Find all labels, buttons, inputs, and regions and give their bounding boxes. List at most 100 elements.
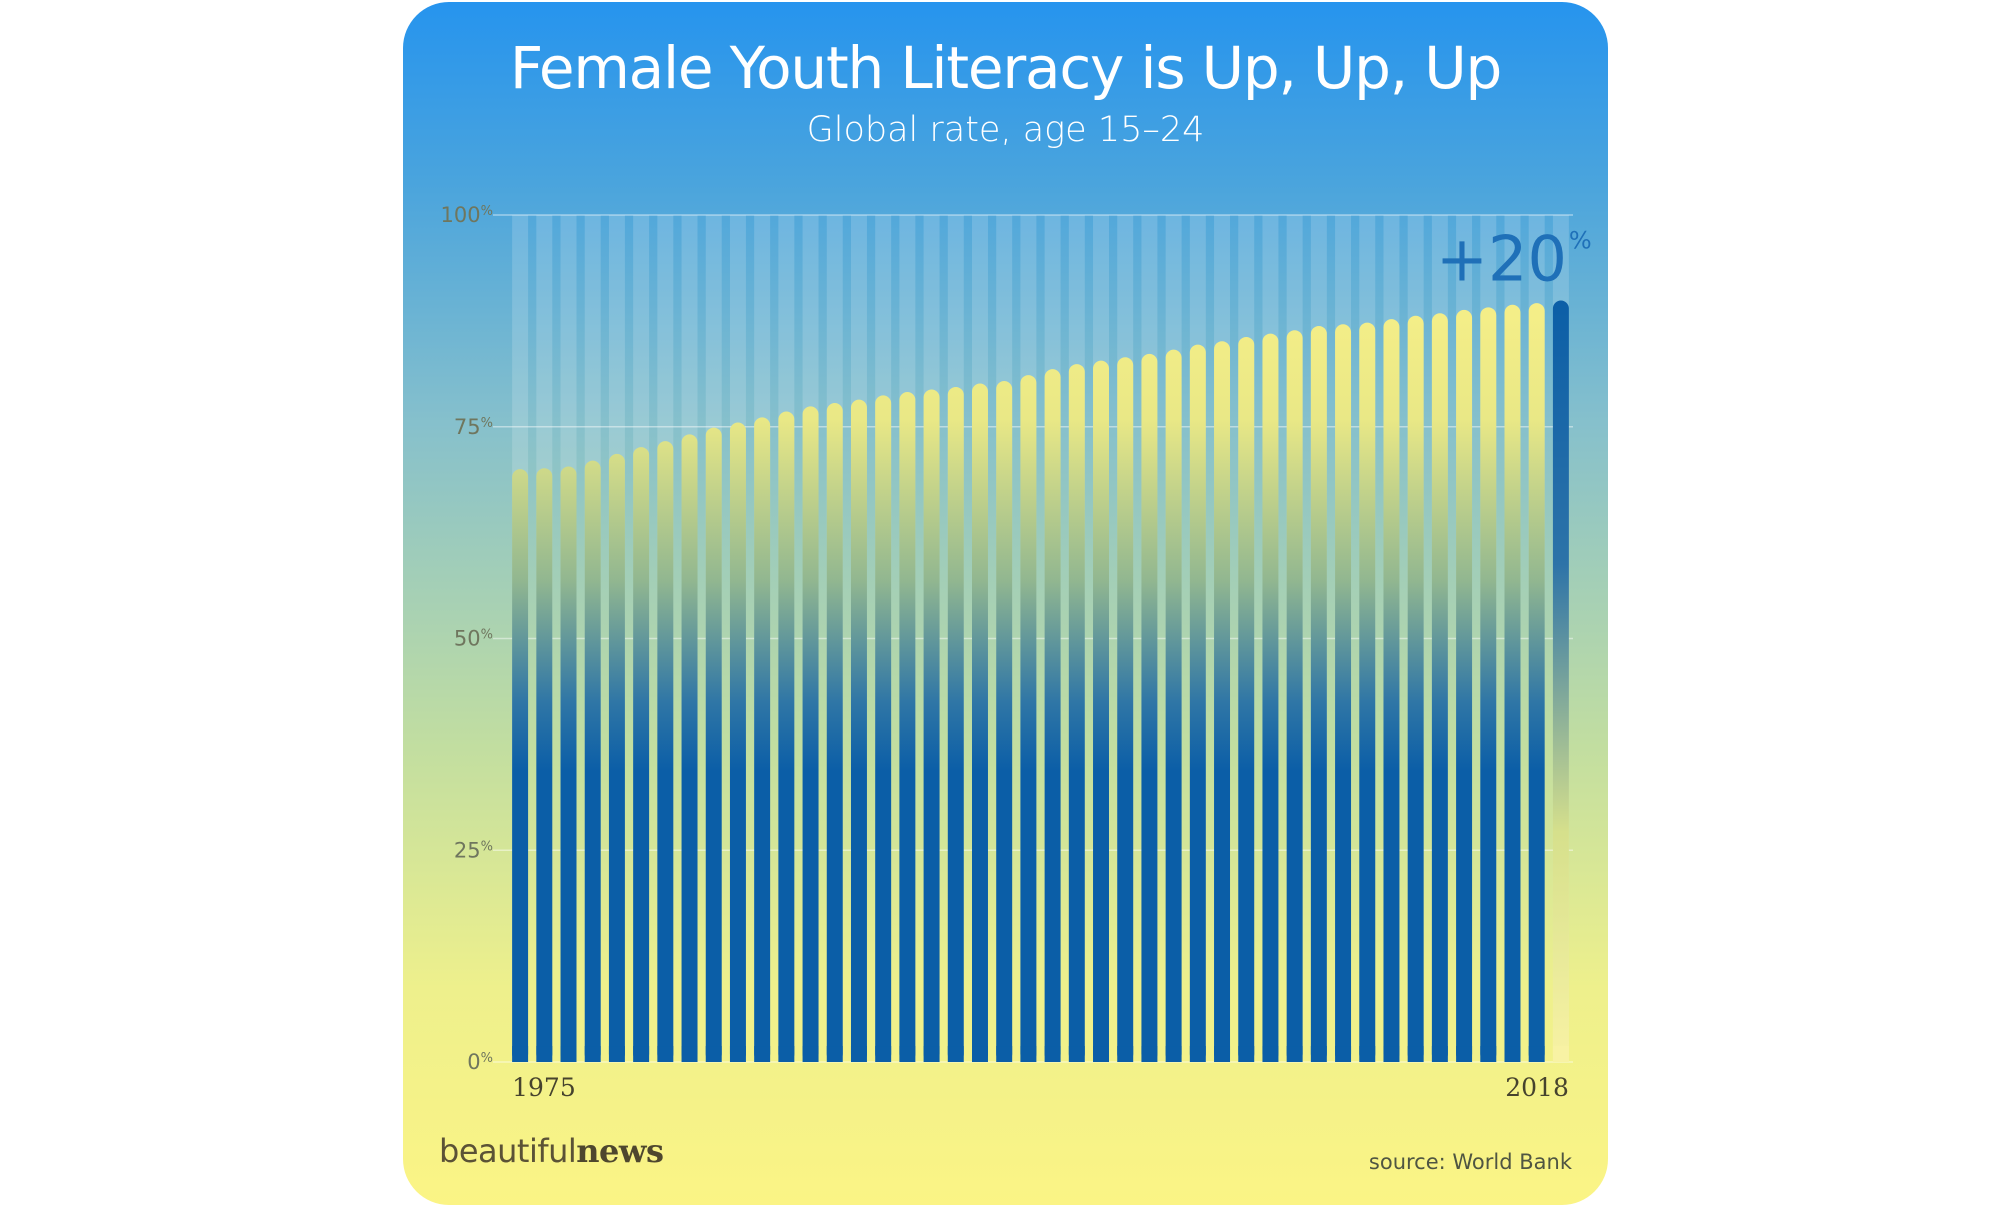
bar	[923, 389, 940, 1062]
x-tick-label-start: 1975	[512, 1073, 576, 1102]
bar-base	[729, 1046, 746, 1062]
y-tick-label: 0%	[467, 1050, 493, 1074]
bar-base	[1262, 1046, 1279, 1062]
bar-base	[560, 1046, 577, 1062]
bar	[1480, 307, 1497, 1062]
bar	[996, 381, 1013, 1063]
source-note: source: World Bank	[1368, 1150, 1572, 1174]
bar	[1407, 315, 1424, 1063]
bar-base	[875, 1046, 892, 1062]
bar-base	[1117, 1046, 1134, 1062]
bar	[1431, 313, 1448, 1062]
bar-base	[608, 1046, 625, 1062]
bar	[681, 434, 698, 1062]
bar-base	[826, 1046, 843, 1062]
bar	[729, 422, 746, 1062]
bar-base	[850, 1046, 867, 1062]
bar	[899, 392, 916, 1062]
bar-base	[1552, 1046, 1569, 1062]
bar	[947, 386, 964, 1062]
bar-base	[633, 1046, 650, 1062]
bar	[512, 469, 529, 1063]
bar-base	[996, 1046, 1013, 1062]
y-tick-label: 25%	[454, 838, 493, 862]
brand-bold: news	[576, 1132, 664, 1170]
bar	[1335, 324, 1352, 1062]
bar	[1044, 369, 1061, 1062]
chart-subtitle: Global rate, age 15–24	[806, 110, 1205, 150]
bar-base	[1359, 1046, 1376, 1062]
brand-logo: beautifulnews	[439, 1132, 664, 1170]
bar-base	[947, 1046, 964, 1062]
bar-base	[512, 1046, 529, 1062]
bar-base	[1020, 1046, 1037, 1062]
bar	[1262, 333, 1279, 1063]
bar-base	[1286, 1046, 1303, 1062]
bar	[1310, 325, 1327, 1062]
bar	[1165, 349, 1182, 1063]
bar	[1068, 364, 1085, 1062]
bar-base	[899, 1046, 916, 1062]
bar	[754, 417, 771, 1063]
bar	[1286, 330, 1303, 1062]
bar-base	[1310, 1046, 1327, 1062]
bar-chart: 0% 25% 50% 75% 100% 1975 2018 +20%	[441, 203, 1592, 1102]
bar-base	[923, 1046, 940, 1062]
bar	[1214, 341, 1231, 1062]
bar-base	[1214, 1046, 1231, 1062]
brand-light: beautiful	[439, 1132, 577, 1170]
bar-base	[1407, 1046, 1424, 1062]
bar-base	[1044, 1046, 1061, 1062]
bar-base	[705, 1046, 722, 1062]
bar	[1020, 375, 1037, 1062]
bar	[1383, 319, 1400, 1062]
bar	[560, 466, 577, 1063]
bar-base	[1480, 1046, 1497, 1062]
x-tick-label-end: 2018	[1505, 1073, 1569, 1102]
bar-base	[584, 1046, 601, 1062]
bar-base	[1093, 1046, 1109, 1062]
bar	[633, 447, 650, 1062]
bar-base	[1383, 1046, 1400, 1062]
bar-base	[754, 1046, 771, 1062]
change-annotation: +20	[1436, 223, 1567, 296]
bar-base	[1068, 1046, 1085, 1062]
chart-title: Female Youth Literacy is Up, Up, Up	[509, 34, 1502, 102]
bar	[1093, 360, 1109, 1063]
bar	[1528, 303, 1545, 1062]
bar	[1189, 344, 1206, 1062]
bar-base	[1189, 1046, 1206, 1062]
y-tick-label: 75%	[454, 415, 493, 439]
bar-base	[1431, 1046, 1448, 1062]
bar-base	[657, 1046, 674, 1062]
bar	[1456, 309, 1473, 1062]
bar	[875, 395, 892, 1062]
bar	[584, 460, 601, 1062]
bar	[802, 406, 819, 1062]
bar	[778, 411, 795, 1062]
bar-base	[778, 1046, 795, 1062]
bar-base	[1504, 1046, 1521, 1062]
bar-base	[681, 1046, 698, 1062]
bar-base	[1165, 1046, 1182, 1062]
bar	[657, 441, 674, 1062]
bar-base	[1528, 1046, 1545, 1062]
bar	[1504, 304, 1521, 1063]
bar-base	[1238, 1046, 1255, 1062]
bar-base	[802, 1046, 819, 1062]
y-tick-label: 50%	[454, 627, 493, 651]
bar-highlight	[1552, 300, 1569, 1062]
bar	[608, 453, 625, 1062]
bar	[705, 427, 722, 1062]
chart-card: Female Youth Literacy is Up, Up, Up Glob…	[403, 2, 1608, 1205]
bar-base	[1335, 1046, 1352, 1062]
bar-base	[1141, 1046, 1158, 1062]
change-annotation-unit: %	[1569, 227, 1592, 255]
bar-base	[536, 1046, 553, 1062]
bar	[826, 403, 843, 1062]
bar-base	[1456, 1046, 1473, 1062]
bar	[1359, 322, 1376, 1063]
bar	[1141, 353, 1158, 1063]
y-tick-label: 100%	[441, 203, 493, 227]
bar	[1117, 357, 1134, 1062]
